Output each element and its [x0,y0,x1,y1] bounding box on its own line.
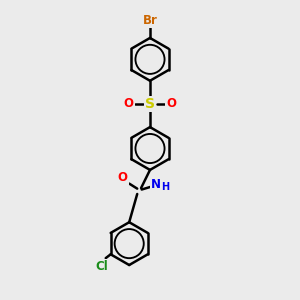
Text: S: S [145,97,155,111]
Text: O: O [117,171,128,184]
Text: N: N [151,178,161,191]
Text: Br: Br [142,14,158,27]
Text: O: O [167,98,176,110]
Text: O: O [124,98,134,110]
Text: Cl: Cl [95,260,108,273]
Text: H: H [161,182,169,192]
